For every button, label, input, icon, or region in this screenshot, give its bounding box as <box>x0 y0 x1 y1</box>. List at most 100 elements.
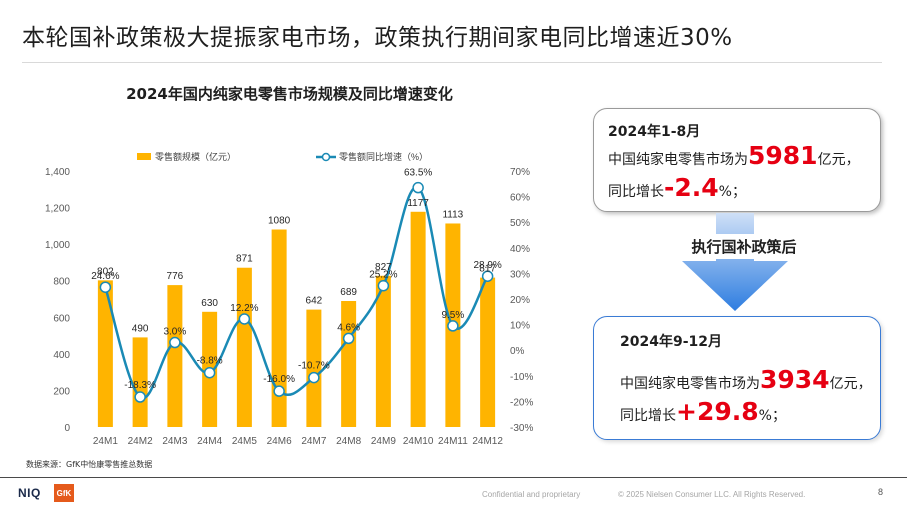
growth-value-label: 28.9% <box>473 260 501 271</box>
summary-after-line1-prefix: 中国纯家电零售市场为 <box>620 376 760 392</box>
growth-value-label: 63.5% <box>404 168 432 179</box>
growth-value-label: 3.0% <box>163 327 186 338</box>
line-point <box>273 385 285 397</box>
left-axis-tick-label: 1,200 <box>45 204 70 215</box>
left-axis: 0 200 400 600 800 1,000 1,200 1,400 <box>45 167 70 434</box>
left-axis-tick-label: 1,400 <box>45 167 70 178</box>
summary-before-line2-suffix: %； <box>718 184 746 200</box>
left-axis-tick-label: 200 <box>53 386 70 397</box>
summary-after-period: 2024年9-12月 <box>620 334 722 350</box>
data-labels: 8024907766308711080642689827117711138172… <box>91 168 502 391</box>
growth-value-label: 9.5% <box>441 310 464 321</box>
x-axis: 24M1 24M2 24M3 24M4 24M5 24M6 24M7 24M8 24M9 24M1… <box>93 436 503 447</box>
summary-before-line1-suffix: 亿元， <box>817 152 860 168</box>
summary-after-line2-prefix: 同比增长 <box>620 408 676 424</box>
line-point <box>308 371 320 384</box>
x-axis-tick-label: 24M6 <box>267 436 292 447</box>
right-axis-tick-label: 0% <box>510 346 525 357</box>
legend-line-marker <box>321 152 331 162</box>
summary-before-period: 2024年1-8月 <box>608 124 701 140</box>
right-axis-tick-label: 70% <box>510 167 530 178</box>
arrow-label: 执行国补政策后 <box>688 234 800 259</box>
x-axis-tick-label: 24M11 <box>438 436 468 447</box>
line-point <box>203 366 216 379</box>
title-divider <box>22 62 882 63</box>
summary-before-line2: 同比增长-2.4%； <box>608 173 746 202</box>
x-axis-tick-label: 24M3 <box>162 436 187 447</box>
bar <box>167 285 183 427</box>
line-point <box>238 313 251 325</box>
bar-value-label: 1113 <box>442 209 463 220</box>
left-axis-tick-label: 1,000 <box>45 240 70 251</box>
summary-box-after: 2024年9-12月 中国纯家电零售市场为3934亿元， 同比增长+29.8%； <box>593 316 881 440</box>
x-axis-tick-label: 24M4 <box>197 436 222 447</box>
growth-value-label: -10.7% <box>298 361 330 372</box>
bar-value-label: 1177 <box>407 198 429 209</box>
growth-line <box>104 186 489 400</box>
right-axis-tick-label: 30% <box>510 269 530 280</box>
summary-after-line2: 同比增长+29.8%； <box>620 397 786 426</box>
bar-value-label: 689 <box>340 287 357 298</box>
bar-value-label: 817 <box>479 264 496 275</box>
legend: 零售额规模（亿元） 零售额同比增速（%） <box>137 151 428 162</box>
gfk-logo: GfK <box>54 484 74 502</box>
growth-value-label: 25.2% <box>369 270 397 281</box>
x-axis-tick-label: 24M10 <box>403 436 434 447</box>
growth-value-label: 12.2% <box>230 303 258 314</box>
niq-logo: NIQ <box>18 486 41 500</box>
line-point <box>447 320 459 332</box>
line-point <box>342 332 355 345</box>
summary-after-growth-value: +29.8 <box>676 397 759 426</box>
right-axis-tick-label: 10% <box>510 321 530 332</box>
bar-value-label: 776 <box>167 271 184 282</box>
footer-divider <box>0 477 907 478</box>
bar <box>97 280 113 427</box>
line-point <box>377 279 390 292</box>
x-axis-tick-label: 24M8 <box>336 436 361 447</box>
summary-after-market-value: 3934 <box>760 365 830 394</box>
bar <box>306 309 322 427</box>
summary-after-line1: 中国纯家电零售市场为3934亿元， <box>620 365 872 394</box>
x-axis-tick-label: 24M2 <box>128 436 153 447</box>
bar <box>480 277 496 427</box>
bar-value-label: 630 <box>201 298 218 309</box>
line-point <box>481 270 494 282</box>
data-source-note: 数据来源：GfK中怡康零售推总数据 <box>26 460 153 469</box>
slide-title: 本轮国补政策极大提振家电市场，政策执行期间家电同比增速近30% <box>22 25 733 51</box>
summary-before-line1-prefix: 中国纯家电零售市场为 <box>608 152 748 168</box>
summary-before-market-value: 5981 <box>748 141 818 170</box>
left-axis-tick-label: 600 <box>53 313 70 324</box>
left-axis-tick-label: 400 <box>53 350 70 361</box>
chart-title: 2024年国内纯家电零售市场规模及同比增速变化 <box>126 85 453 103</box>
bar-value-label: 871 <box>236 254 253 265</box>
bar-value-label: 802 <box>97 266 114 277</box>
legend-bar-swatch <box>137 153 151 160</box>
legend-bar-label: 零售额规模（亿元） <box>155 151 236 162</box>
growth-value-label: 24.6% <box>91 271 119 282</box>
right-axis-tick-label: -30% <box>510 423 533 434</box>
down-arrow-icon <box>682 213 788 311</box>
bar <box>271 229 287 427</box>
growth-value-label: -18.3% <box>124 380 156 391</box>
line-point <box>99 281 112 293</box>
bar <box>132 337 148 427</box>
summary-box-before: 2024年1-8月 中国纯家电零售市场为5981亿元， 同比增长-2.4%； <box>593 108 881 212</box>
x-axis-tick-label: 24M1 <box>93 436 118 447</box>
left-axis-tick-label: 800 <box>53 277 70 288</box>
x-axis-tick-label: 24M9 <box>371 436 396 447</box>
growth-value-label: -16.0% <box>263 374 295 385</box>
line-point <box>134 391 146 403</box>
right-axis-tick-label: 60% <box>510 193 530 204</box>
line-point <box>169 336 181 349</box>
right-axis-tick-label: -20% <box>510 397 533 408</box>
growth-value-label: -8.8% <box>197 356 223 367</box>
right-axis-tick-label: 50% <box>510 218 530 229</box>
growth-value-label: 4.6% <box>337 322 360 333</box>
bar <box>375 275 391 427</box>
bar-series <box>97 211 496 427</box>
bar-value-label: 827 <box>375 262 392 273</box>
summary-before-line2-prefix: 同比增长 <box>608 184 664 200</box>
summary-before-line1: 中国纯家电零售市场为5981亿元， <box>608 141 860 170</box>
summary-before-growth-value: -2.4 <box>664 173 719 202</box>
